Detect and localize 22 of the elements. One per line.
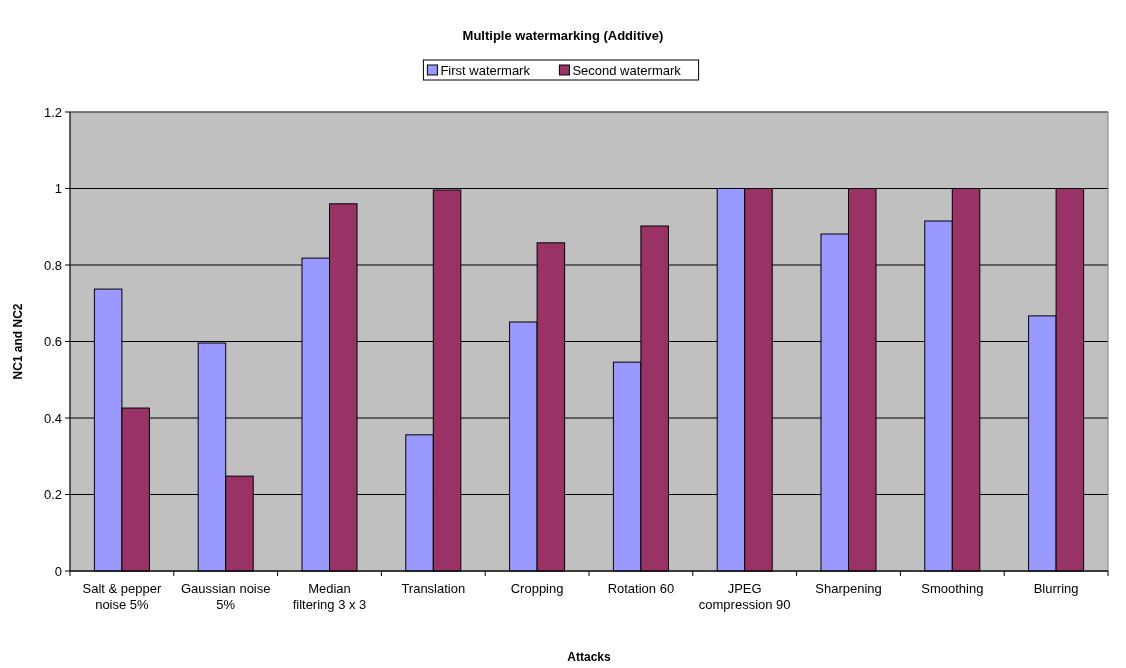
y-tick-label: 0.8 [43,257,62,273]
x-tick-label: Translation [401,581,466,596]
x-tick-label: Smoothing [921,581,984,596]
y-tick-label: 0 [54,563,62,579]
x-tick-label: Blurring [1033,581,1079,596]
legend-label: Second watermark [572,63,682,78]
x-tick-label: Rotation 60 [607,581,675,596]
x-axis-title: Attacks [567,650,611,664]
y-tick-label: 1 [54,181,62,197]
y-tick-label: 0.2 [43,487,62,503]
legend-label: First watermark [440,63,531,78]
y-axis-title: NC1 and NC2 [11,303,25,380]
x-tick-label: JPEG compression 90 [698,581,791,612]
x-tick-label: Gaussian noise 5% [180,581,271,612]
y-tick-label: 0.4 [43,410,62,426]
x-tick-label: Median filtering 3 x 3 [292,581,367,612]
x-tick-label: Sharpening [815,581,882,596]
x-tick-label: Salt & pepper noise 5% [82,581,162,612]
y-tick-label: 0.6 [43,334,62,350]
x-tick-label: Cropping [510,581,564,596]
chart-title: Multiple watermarking (Additive) [462,28,664,43]
y-tick-label: 1.2 [43,104,62,120]
